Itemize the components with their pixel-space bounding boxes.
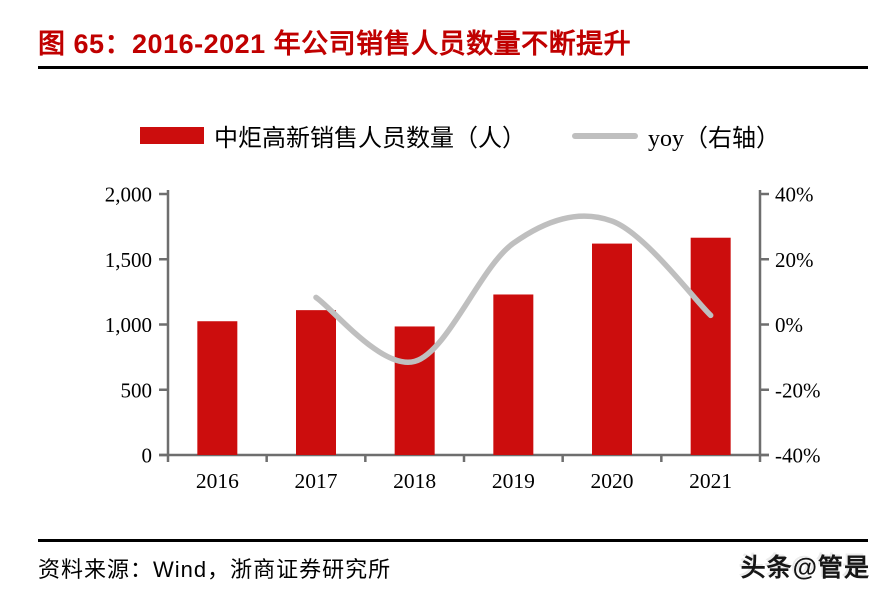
legend-item-bar-series: 中炬高新销售人员数量（人） <box>140 118 526 153</box>
yoy-line <box>313 213 714 365</box>
left-axis-tick-label: 2,000 <box>105 183 152 207</box>
right-axis-tick-label: 40% <box>775 183 814 207</box>
bar-2019 <box>493 294 534 455</box>
x-axis-category-label: 2016 <box>196 469 239 493</box>
right-axis-tick-label: 20% <box>775 248 814 272</box>
chart-legend: 中炬高新销售人员数量（人） yoy（右轴） <box>0 118 876 153</box>
bar-2017 <box>296 310 336 455</box>
left-axis-tick-label: 1,000 <box>105 313 152 337</box>
bar-series-swatch <box>140 127 204 144</box>
left-axis-tick-label: 0 <box>142 444 153 468</box>
watermark-text: 头条@管是 <box>740 554 870 582</box>
left-axis-tick-label: 500 <box>121 378 153 402</box>
right-axis-tick-label: -20% <box>775 378 821 402</box>
left-axis-tick-label: 1,500 <box>105 248 152 272</box>
bar-2018 <box>394 326 435 455</box>
footer-divider-line <box>38 539 868 542</box>
right-axis-tick-label: 0% <box>775 313 803 337</box>
bar-2016 <box>197 321 238 455</box>
bar-series-label: 中炬高新销售人员数量（人） <box>214 126 526 152</box>
x-axis-category-label: 2020 <box>591 469 634 493</box>
x-axis-category-label: 2018 <box>393 469 436 493</box>
right-axis-tick-label: -40% <box>775 444 821 468</box>
title-divider-line <box>38 66 868 69</box>
line-series-label: yoy（右轴） <box>648 126 780 152</box>
x-axis-category-label: 2017 <box>295 469 338 493</box>
figure-title: 图 65：2016-2021 年公司销售人员数量不断提升 <box>38 29 632 59</box>
legend-item-line-series: yoy（右轴） <box>572 118 780 153</box>
x-axis-category-label: 2021 <box>689 469 732 493</box>
source-note: 资料来源：Wind，浙商证券研究所 <box>38 557 392 582</box>
bar-2021 <box>690 237 731 455</box>
bar-2020 <box>592 243 632 455</box>
line-series-swatch <box>572 132 638 139</box>
x-axis-category-label: 2019 <box>492 469 535 493</box>
